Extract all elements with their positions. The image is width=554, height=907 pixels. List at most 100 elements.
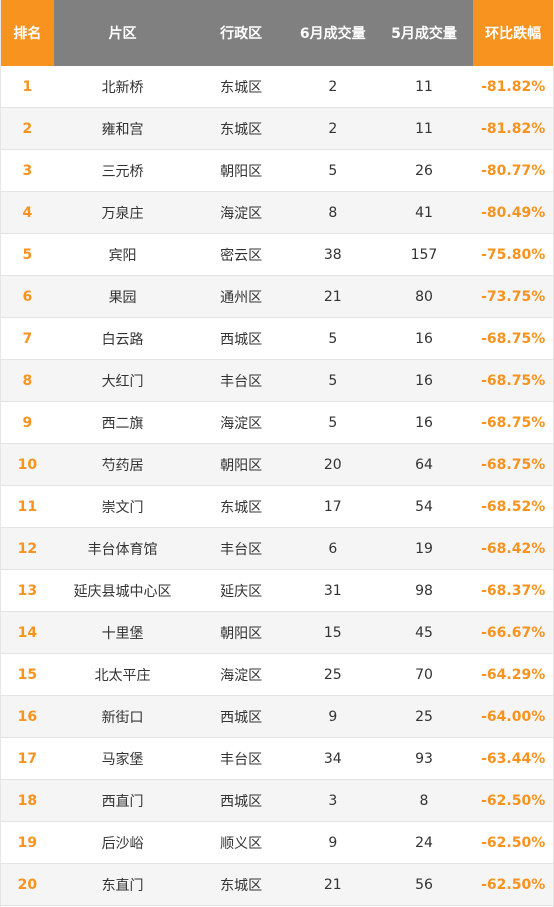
june-volume-cell: 5 [328,414,338,431]
mom-change-cell: -66.67% [481,624,546,641]
table-header: 排名 片区 行政区 6月成交量 5月成交量 环比跌幅 [1,0,554,66]
mom-change-cell: -62.50% [481,792,546,809]
table-row: 12 丰台体育馆 丰台区 6 19 -68.42% [1,528,553,570]
district-cell: 海淀区 [220,415,263,432]
rank-cell: 16 [17,708,38,725]
mom-change-cell: -68.75% [481,456,546,473]
table-row: 5 宾阳 密云区 38 157 -75.80% [1,234,553,276]
header-rank: 排名 [1,0,54,66]
may-volume-cell: 45 [415,624,433,641]
district-cell: 西城区 [220,709,263,726]
june-volume-cell: 5 [328,330,338,347]
table-body: 1 北新桥 东城区 2 11 -81.82% 2 雍和宫 东城区 2 11 -81.82% 3 三元桥 朝阳… [1,66,553,906]
rank-cell: 15 [17,666,38,683]
district-cell: 朝阳区 [220,625,263,642]
june-volume-cell: 17 [323,498,342,515]
mom-change-cell: -68.42% [481,540,546,557]
rank-cell: 19 [17,834,38,851]
may-volume-cell: 93 [415,750,433,767]
area-cell: 新街口 [101,709,144,726]
june-volume-cell: 2 [328,78,338,95]
june-volume-cell: 8 [328,204,338,221]
may-volume-cell: 54 [415,498,433,515]
mom-change-cell: -63.44% [481,750,546,767]
table-row: 14 十里堡 朝阳区 15 45 -66.67% [1,612,553,654]
district-cell: 丰台区 [220,373,263,390]
area-cell: 白云路 [101,331,144,348]
may-volume-cell: 98 [415,582,433,599]
june-volume-cell: 6 [328,540,338,557]
district-cell: 东城区 [220,499,263,516]
may-volume-cell: 24 [415,834,433,851]
area-cell: 北新桥 [101,79,144,96]
table-row: 3 三元桥 朝阳区 5 26 -80.77% [1,150,553,192]
area-cell: 十里堡 [101,625,144,642]
area-cell: 北太平庄 [94,667,151,684]
header-may-volume: 5月成交量 [391,26,457,42]
rank-cell: 10 [17,456,38,473]
rank-cell: 4 [22,204,33,221]
june-volume-cell: 9 [328,834,338,851]
rank-cell: 1 [22,78,33,95]
mom-change-cell: -64.00% [481,708,546,725]
may-volume-cell: 64 [415,456,433,473]
table-row: 18 西直门 西城区 3 8 -62.50% [1,780,553,822]
table-row: 15 北太平庄 海淀区 25 70 -64.29% [1,654,553,696]
area-cell: 西直门 [101,793,144,810]
june-volume-cell: 9 [328,708,338,725]
area-cell: 宾阳 [108,247,137,264]
mom-change-cell: -68.75% [481,372,546,389]
district-cell: 海淀区 [220,667,263,684]
may-volume-cell: 56 [415,876,433,893]
mom-change-cell: -80.77% [481,162,546,179]
june-volume-cell: 21 [323,876,342,893]
table-row: 1 北新桥 东城区 2 11 -81.82% [1,66,553,108]
mom-change-cell: -62.50% [481,876,546,893]
district-cell: 密云区 [220,247,263,264]
area-cell: 东直门 [101,877,144,894]
mom-change-cell: -81.82% [481,78,546,95]
district-cell: 丰台区 [220,751,263,768]
table-row: 11 崇文门 东城区 17 54 -68.52% [1,486,553,528]
district-cell: 朝阳区 [220,457,263,474]
june-volume-cell: 38 [323,246,342,263]
header-mom-change: 环比跌幅 [473,0,554,66]
rank-cell: 12 [17,540,38,557]
area-cell: 后沙峪 [101,835,144,852]
area-cell: 西二旗 [101,415,144,432]
mom-change-cell: -62.50% [481,834,546,851]
mom-change-cell: -64.29% [481,666,546,683]
header-area: 片区 [108,26,137,42]
table-row: 9 西二旗 海淀区 5 16 -68.75% [1,402,553,444]
district-cell: 东城区 [220,877,263,894]
rank-cell: 20 [17,876,38,893]
district-cell: 西城区 [220,793,263,810]
area-cell: 雍和宫 [101,121,144,138]
june-volume-cell: 34 [323,750,342,767]
may-volume-cell: 8 [419,792,429,809]
table-row: 16 新街口 西城区 9 25 -64.00% [1,696,553,738]
mom-change-cell: -68.75% [481,414,546,431]
may-volume-cell: 25 [415,708,433,725]
district-cell: 顺义区 [220,835,263,852]
area-cell: 果园 [108,289,137,306]
june-volume-cell: 5 [328,162,338,179]
table-row: 13 延庆县城中心区 延庆区 31 98 -68.37% [1,570,553,612]
may-volume-cell: 19 [415,540,433,557]
district-cell: 朝阳区 [220,163,263,180]
rank-cell: 5 [22,246,33,263]
june-volume-cell: 5 [328,372,338,389]
mom-change-cell: -68.75% [481,330,546,347]
area-cell: 三元桥 [101,163,144,180]
rank-cell: 8 [22,372,33,389]
mom-change-cell: -68.37% [481,582,546,599]
district-cell: 海淀区 [220,205,263,222]
district-cell: 西城区 [220,331,263,348]
area-cell: 崇文门 [101,499,144,516]
rank-cell: 7 [22,330,33,347]
june-volume-cell: 25 [323,666,342,683]
mom-change-cell: -68.52% [481,498,546,515]
district-cell: 东城区 [220,121,263,138]
rank-cell: 18 [17,792,38,809]
